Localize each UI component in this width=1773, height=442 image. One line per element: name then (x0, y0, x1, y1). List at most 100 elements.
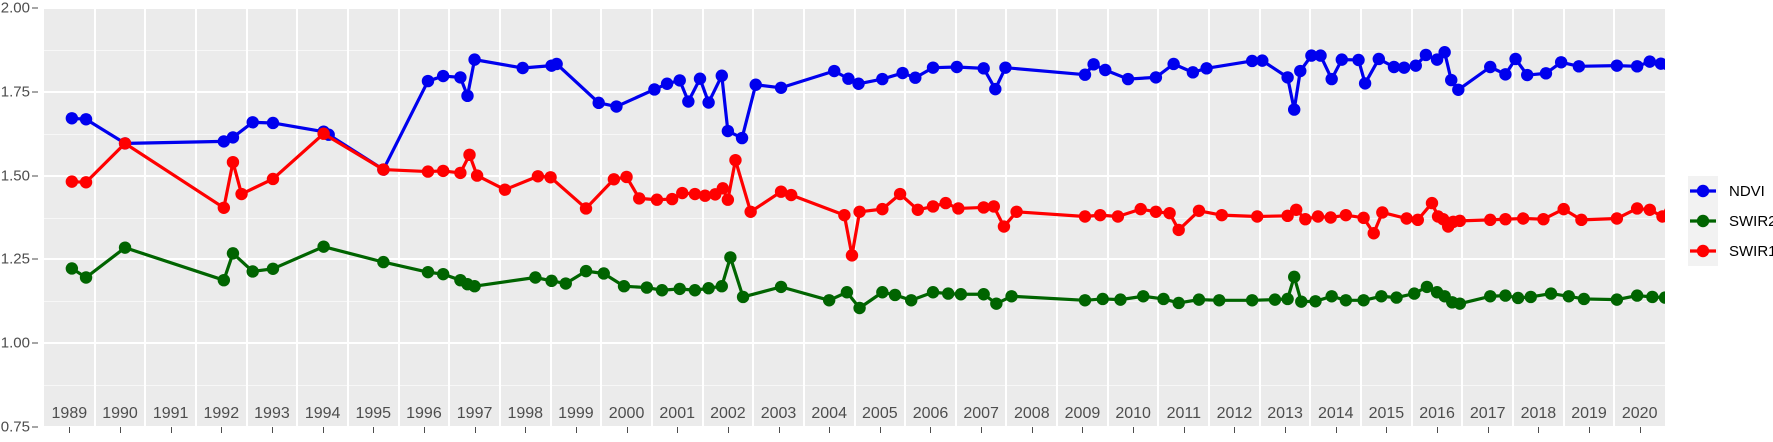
data-point (620, 170, 633, 184)
data-point (1213, 294, 1226, 307)
x-axis-label: 1998 (507, 405, 544, 422)
x-axis-ticks (44, 427, 1665, 442)
data-point (665, 192, 679, 206)
data-point (454, 166, 467, 180)
data-point (926, 286, 940, 299)
x-axis-label: 1993 (254, 405, 290, 422)
data-point (673, 282, 686, 296)
data-point (317, 127, 330, 140)
data-point (436, 267, 450, 281)
x-tick-mark (829, 427, 831, 433)
data-point (1087, 58, 1100, 71)
data-point (926, 61, 940, 74)
data-point (266, 116, 280, 130)
data-point (977, 288, 990, 301)
data-point (1172, 223, 1185, 237)
data-point (217, 201, 231, 214)
data-point (118, 137, 132, 150)
x-axis-label: 2001 (659, 405, 695, 422)
gridline-x (397, 8, 400, 427)
gridline-x (752, 8, 755, 427)
data-point (607, 173, 621, 186)
legend-key-icon (1688, 176, 1718, 206)
data-point (1256, 54, 1269, 67)
data-point (1658, 291, 1665, 304)
legend-item-ndvi[interactable]: NDVI (1688, 176, 1773, 206)
data-point (1099, 63, 1112, 77)
legend: NDVI SWIR2 SWIR1 (1688, 176, 1773, 266)
data-point (1630, 60, 1644, 73)
gridline-x (448, 8, 451, 427)
legend-item-swir2[interactable]: SWIR2 (1688, 206, 1773, 236)
data-point (1005, 290, 1018, 303)
data-point (1610, 59, 1624, 72)
data-point (1251, 210, 1264, 223)
x-axis-label: 1989 (51, 405, 88, 422)
data-point (1539, 67, 1553, 80)
data-point (1400, 212, 1413, 225)
data-point (266, 262, 280, 275)
data-point (840, 286, 854, 299)
data-point (1149, 71, 1163, 84)
data-point (640, 281, 654, 294)
data-point (226, 155, 240, 169)
x-tick-mark (575, 427, 577, 433)
x-tick-mark (778, 427, 780, 433)
data-point (246, 265, 259, 278)
data-point (79, 113, 93, 126)
data-point (1325, 290, 1338, 303)
x-tick-mark (69, 427, 71, 433)
data-point (1557, 202, 1570, 216)
data-point (529, 271, 542, 284)
x-axis-label: 2014 (1317, 405, 1354, 422)
data-point (1134, 202, 1147, 216)
data-point (977, 62, 990, 75)
data-point (1524, 290, 1537, 304)
data-point (676, 186, 689, 200)
gridline-x (1005, 8, 1008, 427)
data-point (317, 240, 330, 253)
legend-label: SWIR1 (1729, 242, 1773, 260)
data-point (926, 200, 940, 213)
data-point (1484, 290, 1497, 303)
data-point (853, 301, 866, 315)
data-point (660, 77, 674, 90)
data-point (1245, 54, 1259, 68)
legend-label: SWIR2 (1729, 212, 1773, 230)
data-point (1387, 60, 1401, 74)
data-point (1215, 208, 1228, 222)
data-point (1575, 213, 1588, 227)
data-point (735, 131, 749, 145)
x-axis-label: 2018 (1520, 405, 1557, 422)
x-tick-mark (525, 427, 527, 433)
data-point (592, 96, 605, 110)
x-axis-label: 2005 (862, 405, 898, 422)
gridline-x (346, 8, 349, 427)
data-point (987, 200, 1000, 213)
data-point (468, 53, 481, 66)
data-point (79, 176, 93, 189)
x-tick-mark (1133, 427, 1135, 433)
data-point (1511, 291, 1525, 305)
data-point (617, 280, 631, 293)
x-tick-mark (1589, 427, 1591, 433)
data-point (1537, 212, 1550, 226)
data-point (1425, 196, 1439, 210)
data-point (876, 72, 889, 86)
data-point (989, 82, 1002, 96)
x-tick-mark (221, 427, 223, 433)
data-point (610, 100, 623, 113)
legend-item-swir1[interactable]: SWIR1 (1688, 236, 1773, 266)
x-axis-label: 2019 (1571, 405, 1607, 422)
data-point (724, 251, 737, 264)
data-point (421, 74, 435, 88)
data-point (1663, 208, 1665, 216)
data-point (1656, 210, 1665, 223)
x-tick-mark (1538, 427, 1540, 433)
data-point (1430, 53, 1444, 66)
data-point (999, 61, 1012, 74)
data-point (1245, 294, 1259, 307)
data-point (377, 163, 390, 176)
data-point (246, 116, 259, 129)
data-point (1078, 210, 1092, 223)
